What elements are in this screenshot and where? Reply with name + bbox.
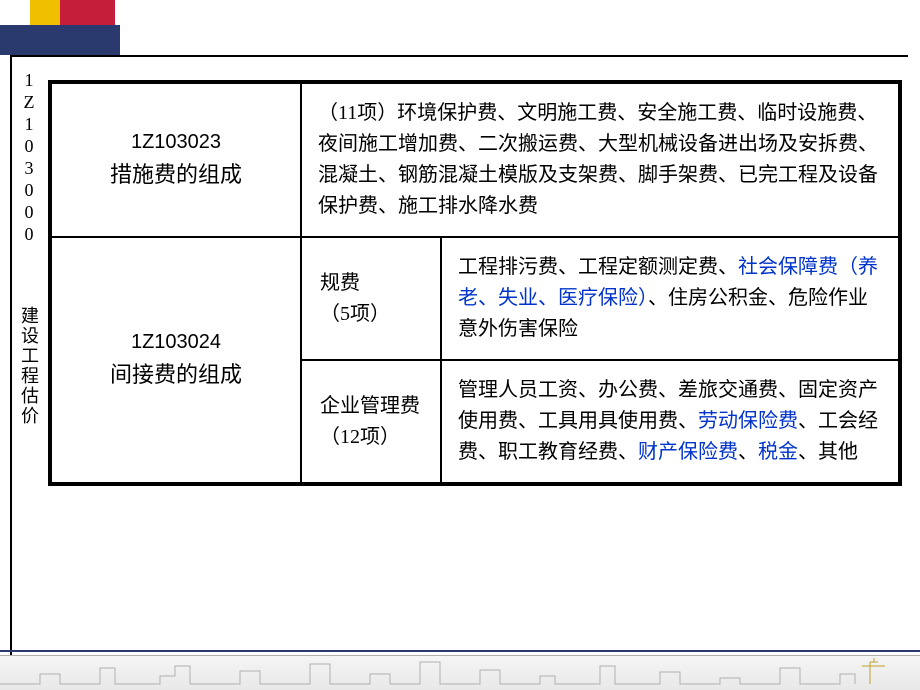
decor-red-box [60, 0, 115, 25]
row1-sub1-desc: 管理人员工资、办公费、差旅交通费、固定资产使用费、工具用具使用费、劳动保险费、工… [441, 360, 899, 483]
sidebar-label: 建设工程估价 [19, 306, 39, 426]
footer-skyline [0, 656, 920, 690]
row0-header: 1Z103023 措施费的组成 [51, 83, 301, 237]
row0-text: 环境保护费、文明施工费、安全施工费、临时设施费、夜间施工增加费、二次搬运费、大型… [318, 102, 878, 217]
content-table: 1Z103023 措施费的组成 （11项）环境保护费、文明施工费、安全施工费、临… [50, 82, 900, 484]
row1-sub1-name-cell: 企业管理费 （12项） [301, 360, 441, 483]
row1-sub1-name: 企业管理费 [320, 395, 420, 417]
row1-header: 1Z103024 间接费的组成 [51, 237, 301, 483]
decor-blue-box [0, 25, 120, 55]
row0-prefix: （11项） [318, 102, 397, 124]
table-row: 1Z103024 间接费的组成 规费 （5项） 工程排污费、工程定额测定费、社会… [51, 237, 899, 360]
row1-sub0-desc: 工程排污费、工程定额测定费、社会保障费（养老、失业、医疗保险）、住房公积金、危险… [441, 237, 899, 360]
corner-decoration [0, 0, 150, 60]
footer-line-dark [0, 650, 920, 652]
footer-decoration [0, 640, 920, 690]
row1-title: 间接费的组成 [68, 358, 284, 392]
row1-sub0-name: 规费 [320, 272, 360, 294]
sidebar-code: 1Z103000 [19, 70, 39, 246]
row1-sub0-name-cell: 规费 （5项） [301, 237, 441, 360]
row1-sub0-count: （5项） [320, 303, 390, 325]
row0-title: 措施费的组成 [68, 158, 284, 192]
sidebar-title: 1Z103000 建设工程估价 [18, 70, 40, 426]
row1-code: 1Z103024 [68, 327, 284, 358]
row1-sub1-count: （12项） [320, 426, 400, 448]
row0-desc: （11项）环境保护费、文明施工费、安全施工费、临时设施费、夜间施工增加费、二次搬… [301, 83, 899, 237]
content-table-wrap: 1Z103023 措施费的组成 （11项）环境保护费、文明施工费、安全施工费、临… [48, 80, 902, 486]
table-row: 1Z103023 措施费的组成 （11项）环境保护费、文明施工费、安全施工费、临… [51, 83, 899, 237]
row0-code: 1Z103023 [68, 127, 284, 158]
